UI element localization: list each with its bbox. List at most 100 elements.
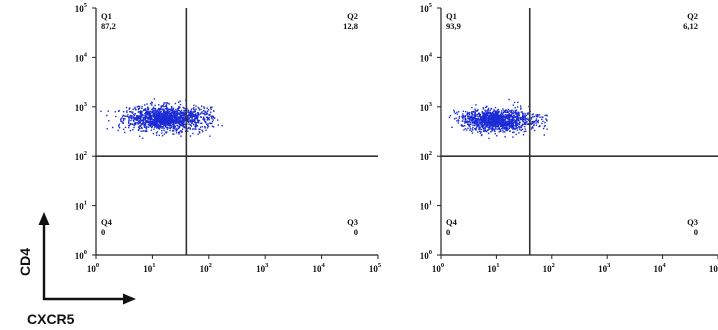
event-dot [522, 114, 524, 116]
event-dot [499, 129, 501, 131]
event-dot [502, 129, 504, 131]
event-dot [183, 126, 185, 128]
event-dot [122, 114, 125, 117]
event-dot [188, 113, 190, 116]
event-dot [502, 115, 504, 118]
event-dot [191, 120, 193, 123]
quadrant-name-q2: Q2 [687, 11, 698, 21]
event-dot [148, 121, 150, 123]
event-dot [142, 117, 145, 119]
event-dot [199, 116, 202, 118]
event-dot [141, 113, 143, 115]
event-dot [166, 119, 168, 121]
event-dot [166, 108, 168, 110]
event-dot [147, 113, 150, 115]
event-dot [182, 113, 184, 115]
x-tick-label: 104 [653, 262, 666, 274]
event-dot [531, 120, 533, 123]
event-dot [490, 119, 492, 121]
event-dot [485, 124, 488, 126]
event-dot [149, 121, 151, 123]
event-dot [141, 123, 143, 125]
event-dot [208, 114, 210, 117]
event-dot [489, 115, 491, 118]
event-dot [476, 124, 478, 126]
event-dot [162, 115, 164, 117]
event-dot [193, 128, 195, 130]
event-dot [184, 119, 186, 121]
event-dot [146, 103, 148, 105]
event-dot [164, 114, 166, 117]
event-dot [167, 114, 170, 117]
event-dot [209, 113, 211, 116]
event-dot [165, 124, 168, 126]
event-dot [165, 116, 168, 118]
event-dot [489, 109, 491, 112]
event-dot [477, 120, 479, 122]
event-dot [506, 120, 508, 122]
event-dot [543, 134, 545, 136]
event-dot [489, 126, 491, 128]
event-dot [482, 112, 484, 114]
event-dot [155, 116, 157, 118]
event-dot [195, 124, 197, 127]
event-dot [146, 108, 149, 111]
event-dot [192, 112, 194, 114]
event-dot [517, 117, 519, 119]
event-dot [147, 111, 149, 113]
event-dot [150, 123, 153, 125]
event-dot [183, 109, 185, 112]
event-dot [165, 120, 167, 122]
event-dot [507, 117, 509, 120]
event-dot [149, 110, 152, 112]
x-tick-label: 104 [312, 262, 325, 274]
event-dot [494, 133, 496, 135]
event-dot [155, 112, 157, 114]
event-dot [521, 111, 523, 113]
event-dot [164, 119, 167, 121]
event-dot [178, 118, 180, 120]
event-dot [480, 125, 483, 127]
event-dot [163, 119, 166, 121]
event-dot [474, 121, 476, 124]
x-tick-label: 101 [487, 262, 499, 274]
y-tick-label: 103 [420, 101, 433, 113]
event-dot [152, 124, 155, 126]
event-dot [464, 125, 466, 127]
event-dot [147, 124, 150, 126]
event-dot [205, 129, 207, 131]
event-dot [491, 116, 493, 118]
event-dot [135, 122, 137, 124]
event-dot [484, 111, 486, 114]
event-dot [121, 121, 123, 123]
event-dot [180, 112, 182, 114]
event-dot [170, 121, 172, 124]
event-dot [170, 118, 172, 120]
event-dot [496, 116, 498, 118]
event-dot [202, 118, 204, 120]
y-axis-title: CD4 [17, 248, 33, 276]
event-dot [535, 118, 538, 120]
event-dot [462, 125, 464, 127]
event-dot [515, 124, 518, 127]
event-dot [152, 121, 154, 123]
event-dot [156, 122, 158, 125]
quadrant-name-q3: Q3 [687, 217, 698, 227]
event-dot [516, 112, 519, 115]
event-dot [142, 109, 145, 112]
event-dot [510, 123, 513, 125]
event-dot [152, 123, 155, 125]
event-dot [178, 113, 181, 115]
y-tick-label: 102 [75, 150, 87, 162]
event-dot [211, 116, 213, 119]
event-dot [162, 116, 164, 119]
event-dot [129, 123, 132, 125]
event-dot [526, 118, 529, 121]
event-dot [112, 126, 114, 129]
event-dot [490, 113, 492, 115]
event-dot [455, 117, 457, 119]
event-dot [146, 125, 148, 128]
event-dot [143, 115, 145, 117]
event-dot [476, 110, 478, 112]
